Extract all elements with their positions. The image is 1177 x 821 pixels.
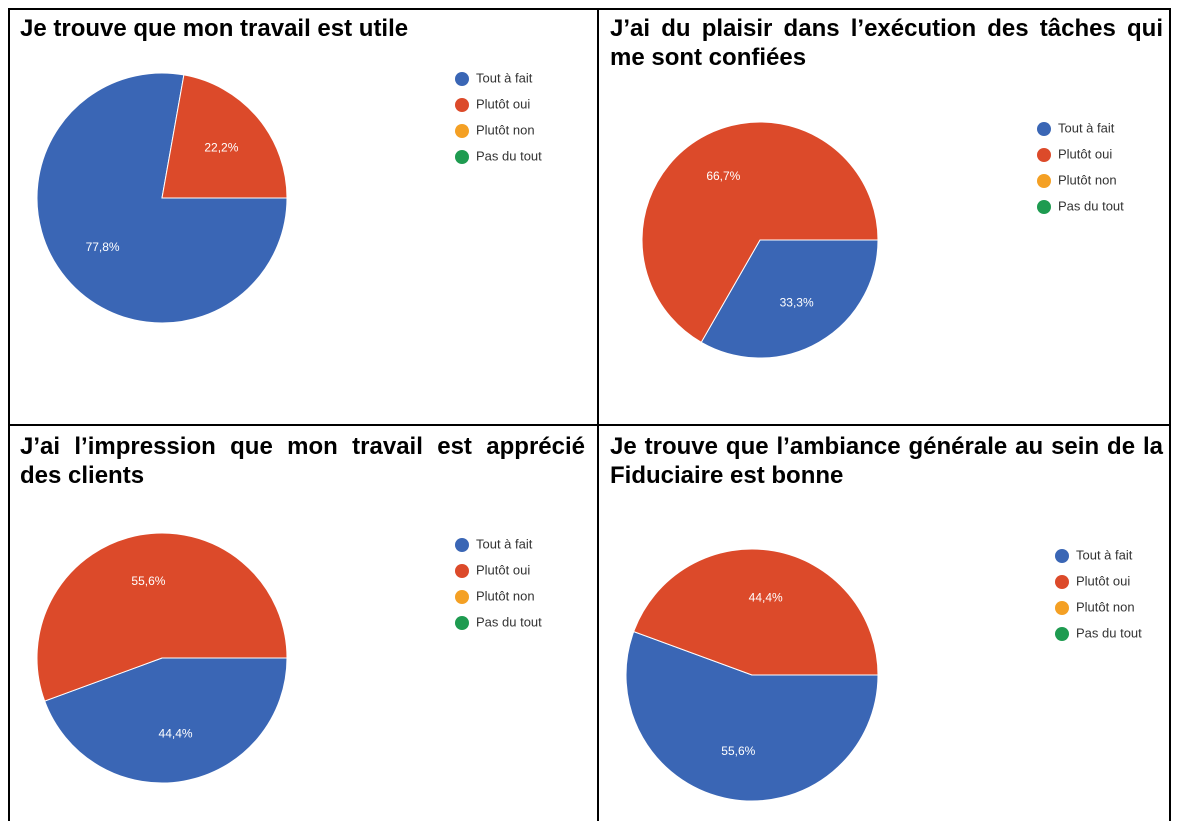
legend-swatch [1055,627,1069,641]
legend-swatch [455,564,469,578]
slice-label: 55,6% [721,744,755,758]
legend-swatch [1037,174,1051,188]
pie-slice [625,630,879,802]
legend-swatch [1055,549,1069,563]
pie-slice [700,239,879,359]
legend-swatch [455,538,469,552]
chart-title: J’ai du plaisir dans l’exécution des tâc… [610,15,1163,71]
slice-label: 22,2% [204,140,238,154]
legend-swatch [1037,148,1051,162]
slice-label: 77,8% [86,240,120,254]
chart-title: Je trouve que mon travail est utile [20,15,409,42]
chart-title: J’ai l’impression que mon travail est ap… [20,433,585,489]
legend-swatch [455,616,469,630]
border [8,8,10,821]
legend-label: Plutôt oui [1058,146,1112,161]
pie-slice [633,548,879,676]
pie-slice [161,74,288,199]
legend-swatch [1055,575,1069,589]
legend-swatch [1037,122,1051,136]
legend-label: Plutôt oui [1076,573,1130,588]
legend-swatch [455,98,469,112]
legend-swatch [455,124,469,138]
legend-label: Plutôt oui [476,562,530,577]
slice-label: 66,7% [706,169,740,183]
legend-label: Pas du tout [1076,625,1142,640]
legend-swatch [455,590,469,604]
legend-swatch [1037,200,1051,214]
slice-label: 44,4% [159,726,193,740]
slice-label: 33,3% [780,295,814,309]
border [8,424,1171,426]
border [597,8,599,821]
slice-label: 55,6% [131,574,165,588]
legend-label: Tout à fait [1076,547,1133,562]
legend-label: Plutôt non [1076,599,1135,614]
legend-label: Plutôt non [476,588,535,603]
legend-swatch [455,150,469,164]
border [1169,8,1171,821]
legend-label: Tout à fait [476,536,533,551]
slice-label: 44,4% [749,590,783,604]
legend-label: Pas du tout [476,148,542,163]
legend-label: Pas du tout [476,614,542,629]
legend-label: Tout à fait [476,70,533,85]
pie-slice [44,657,288,784]
chart-title: Je trouve que l’ambiance générale au sei… [610,433,1163,489]
legend-label: Tout à fait [1058,120,1115,135]
legend-swatch [455,72,469,86]
legend-label: Plutôt non [476,122,535,137]
pie-slice [641,121,879,343]
legend-label: Plutôt non [1058,172,1117,187]
legend-label: Plutôt oui [476,96,530,111]
border [8,8,1171,10]
legend-label: Pas du tout [1058,198,1124,213]
legend-swatch [1055,601,1069,615]
pie-slice [36,532,288,702]
